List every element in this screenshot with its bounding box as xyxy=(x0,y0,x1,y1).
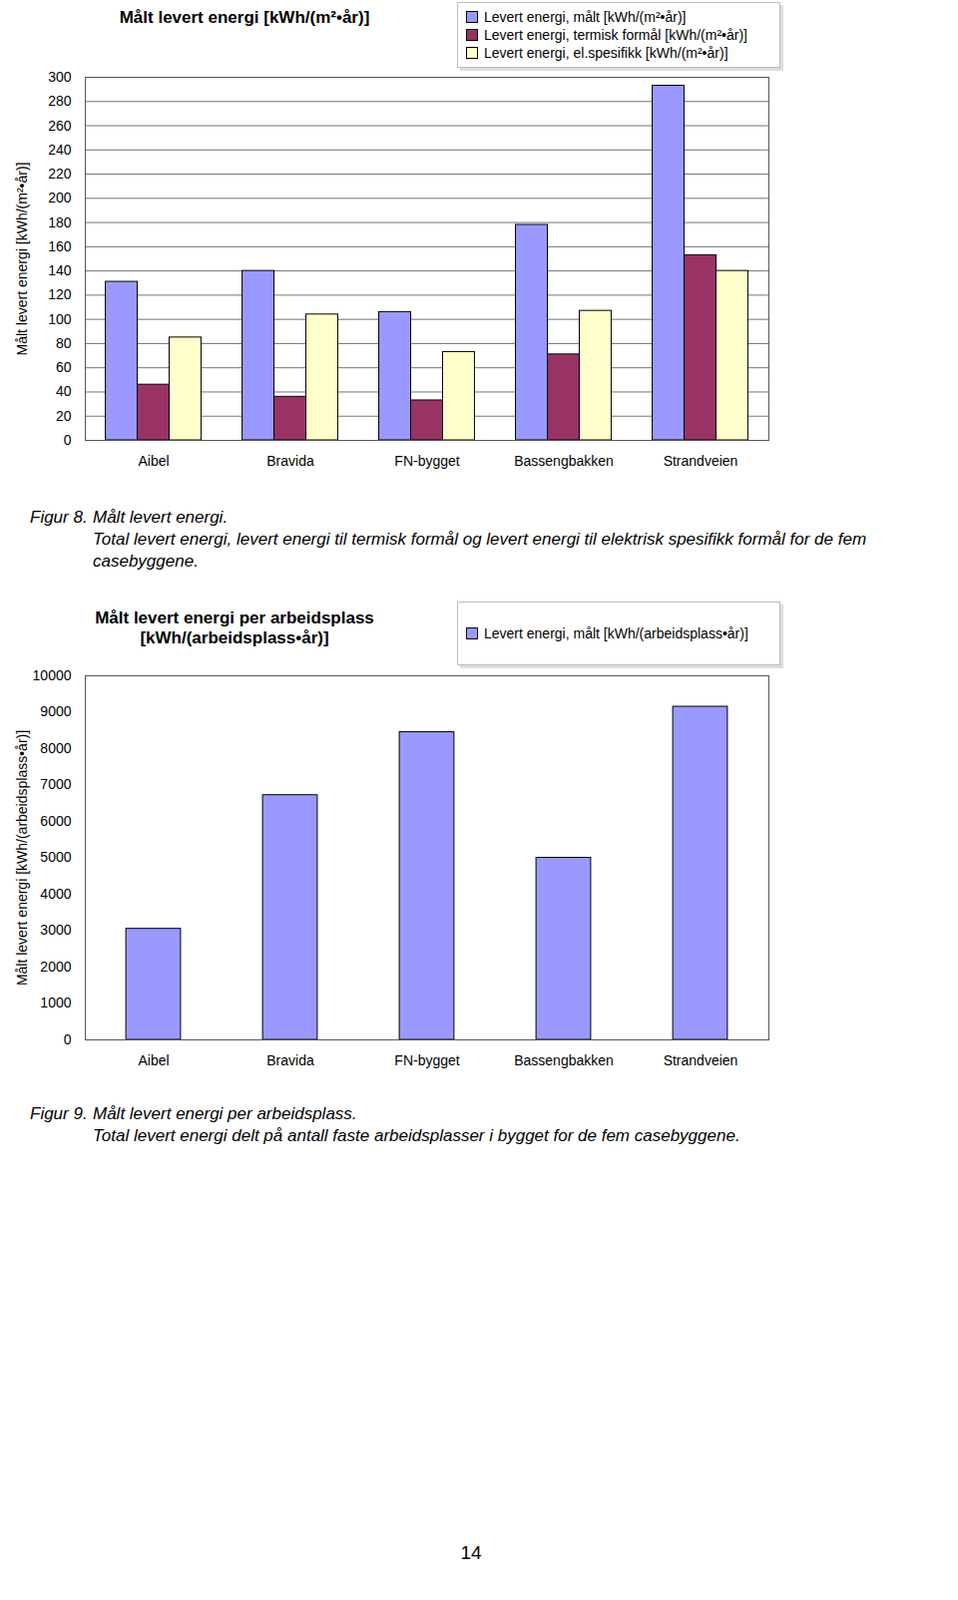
svg-text:180: 180 xyxy=(47,214,72,231)
svg-text:280: 280 xyxy=(47,92,72,109)
html-text:14: 14 xyxy=(460,1542,482,1564)
svg-text:Strandveien: Strandveien xyxy=(663,453,739,470)
html-text:Figur 8. Målt levert energi.: Figur 8. Målt levert energi. xyxy=(29,507,228,527)
svg-text:0: 0 xyxy=(63,432,72,449)
svg-text:60: 60 xyxy=(55,359,72,376)
svg-text:7000: 7000 xyxy=(39,776,71,793)
svg-text:Målt levert energi [kWh/(arbei: Målt levert energi [kWh/(arbeidsplass•år… xyxy=(13,730,30,986)
svg-text:8000: 8000 xyxy=(39,740,71,757)
svg-text:200: 200 xyxy=(47,189,72,206)
svg-text:100: 100 xyxy=(47,311,72,328)
svg-text:3000: 3000 xyxy=(39,922,71,939)
svg-text:40: 40 xyxy=(55,383,72,400)
html-text:Levert energi, el.spesifikk [k: Levert energi, el.spesifikk [kWh/(m²•år)… xyxy=(483,44,728,61)
svg-text:4000: 4000 xyxy=(39,886,71,903)
html-text:Figur 9. Målt levert energi pe: Figur 9. Målt levert energi per arbeidsp… xyxy=(29,1104,357,1124)
svg-text:260: 260 xyxy=(47,117,72,134)
svg-text:Bravida: Bravida xyxy=(266,1052,315,1069)
svg-text:5000: 5000 xyxy=(39,849,71,866)
svg-text:160: 160 xyxy=(47,238,72,255)
svg-text:20: 20 xyxy=(55,408,72,425)
svg-text:2000: 2000 xyxy=(39,958,71,975)
svg-text:9000: 9000 xyxy=(39,703,71,720)
html-text:Målt levert energi per arbeids: Målt levert energi per arbeidsplass [kWh… xyxy=(95,608,375,648)
svg-text:0: 0 xyxy=(63,1031,72,1048)
svg-text:6000: 6000 xyxy=(39,813,71,830)
svg-text:Aibel: Aibel xyxy=(137,453,169,470)
svg-text:10000: 10000 xyxy=(32,667,72,684)
svg-text:Aibel: Aibel xyxy=(137,1052,169,1069)
svg-text:300: 300 xyxy=(47,68,72,85)
svg-text:FN-bygget: FN-bygget xyxy=(394,1052,460,1069)
html-text:Målt levert energi [kWh/(m²•år: Målt levert energi [kWh/(m²•år)] xyxy=(119,7,370,27)
svg-text:FN-bygget: FN-bygget xyxy=(394,453,460,470)
svg-text:Bassengbakken: Bassengbakken xyxy=(513,1052,614,1069)
svg-text:120: 120 xyxy=(47,286,72,303)
svg-text:80: 80 xyxy=(55,335,72,352)
svg-text:Bravida: Bravida xyxy=(266,453,315,470)
svg-text:1000: 1000 xyxy=(39,994,71,1011)
html-text:Levert energi, målt [kWh/(arbe: Levert energi, målt [kWh/(arbeidsplass•å… xyxy=(483,625,749,642)
svg-text:240: 240 xyxy=(47,141,72,158)
html-text:Levert energi, termisk formål: Levert energi, termisk formål [kWh/(m²•å… xyxy=(483,26,748,43)
html-text:Total levert energi delt på an: Total levert energi delt på antall faste… xyxy=(92,1126,741,1146)
svg-text:Bassengbakken: Bassengbakken xyxy=(513,453,614,470)
html-text:Total levert energi, levert en: Total levert energi, levert energi til t… xyxy=(92,529,867,571)
svg-text:220: 220 xyxy=(47,165,72,182)
svg-text:Strandveien: Strandveien xyxy=(663,1052,739,1069)
svg-text:Målt levert energi [kWh/(m²•år: Målt levert energi [kWh/(m²•år)] xyxy=(13,162,30,357)
svg-text:140: 140 xyxy=(47,262,72,279)
html-text:Levert energi, målt [kWh/(m²•å: Levert energi, målt [kWh/(m²•år)] xyxy=(483,8,687,25)
